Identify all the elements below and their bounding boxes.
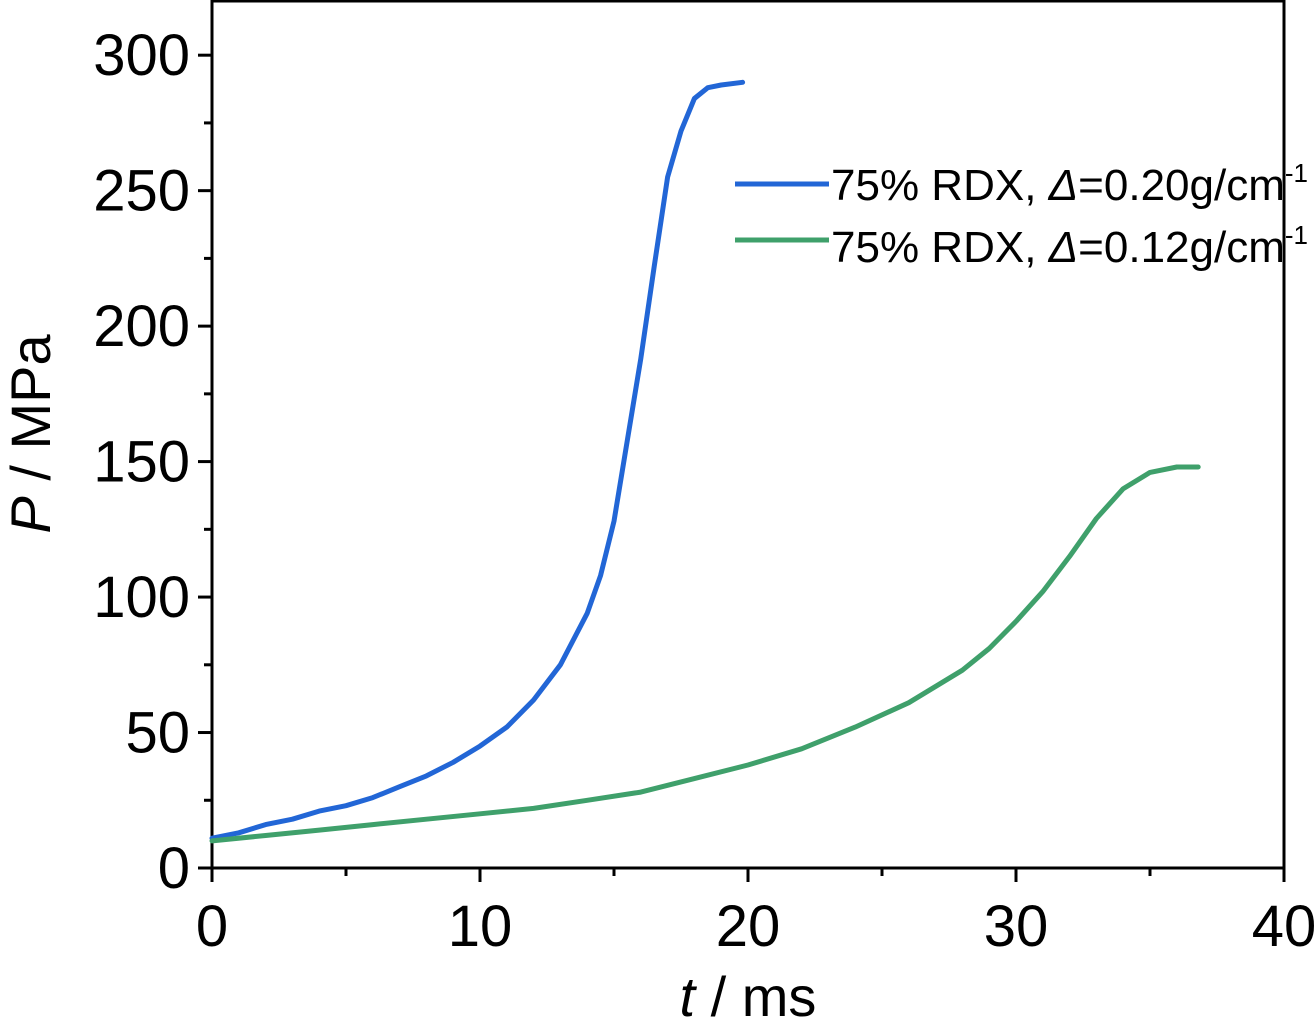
legend: 75% RDX, Δ=0.20g/cm-1 75% RDX, Δ=0.12g/c… <box>735 158 1308 272</box>
x-tick-label: 0 <box>196 894 228 959</box>
y-tick-label: 50 <box>125 701 190 766</box>
series-line-0 <box>209 79 746 841</box>
y-axis-unit: / MPa <box>0 334 62 497</box>
legend-superscript: -1 <box>1285 220 1308 250</box>
y-tick-label: 150 <box>93 430 190 495</box>
x-tick-label: 30 <box>984 894 1049 959</box>
legend-delta-symbol: Δ <box>1048 161 1079 210</box>
legend-prefix: 75% RDX, <box>831 161 1049 210</box>
y-tick-label: 300 <box>93 23 190 88</box>
legend-prefix: 75% RDX, <box>831 223 1049 272</box>
y-axis-title: P / MPa <box>0 334 62 534</box>
y-axis-variable: P <box>0 496 62 533</box>
legend-value: =0.20g/cm <box>1078 161 1285 210</box>
x-tick-label: 20 <box>716 894 781 959</box>
legend-label-series-0: 75% RDX, Δ=0.20g/cm-1 <box>831 158 1308 210</box>
x-axis-unit: / ms <box>695 965 816 1022</box>
legend-delta-symbol: Δ <box>1048 223 1079 272</box>
axis-ticks <box>198 53 1286 882</box>
series-layer <box>209 79 1201 844</box>
legend-superscript: -1 <box>1285 158 1308 188</box>
legend-value: =0.12g/cm <box>1078 223 1285 272</box>
plot-frame <box>210 0 1286 870</box>
axis-tick-labels: 0 10 20 30 40 0 50 100 150 200 250 300 <box>93 23 1315 959</box>
x-axis-variable: t <box>680 965 698 1022</box>
x-tick-label: 10 <box>448 894 513 959</box>
x-tick-label: 40 <box>1252 894 1315 959</box>
y-tick-label: 100 <box>93 565 190 630</box>
y-tick-label: 0 <box>158 836 190 901</box>
y-tick-label: 250 <box>93 159 190 224</box>
legend-label-series-1: 75% RDX, Δ=0.12g/cm-1 <box>831 220 1308 272</box>
y-tick-label: 200 <box>93 294 190 359</box>
x-axis-title: t / ms <box>680 965 817 1022</box>
series-line-1 <box>209 464 1201 844</box>
